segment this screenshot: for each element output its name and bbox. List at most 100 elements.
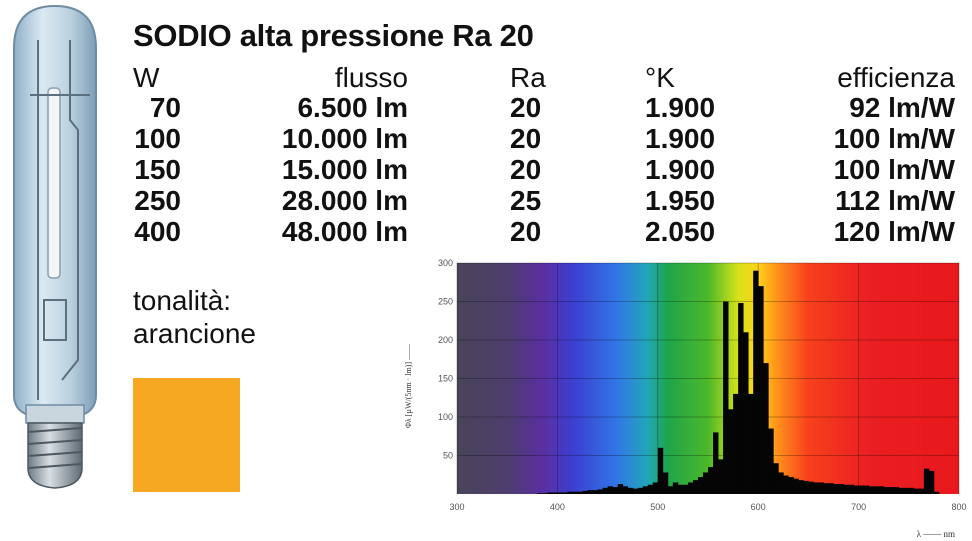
spectrum-bar [728, 409, 734, 494]
spectrum-bar [858, 485, 865, 494]
spectrum-bar [838, 483, 844, 494]
spectrum-bar [788, 477, 794, 494]
spectrum-bar [552, 492, 558, 494]
table-cell-watt: 400 [134, 216, 181, 247]
spectrum-bar [592, 490, 598, 494]
spectrum-bar [612, 487, 619, 494]
spectrum-bar [758, 286, 764, 494]
spectrum-bar [843, 484, 849, 494]
spectrum-bar [542, 493, 548, 494]
x-tick-label: 500 [650, 502, 665, 512]
table-cell-watt: 150 [134, 154, 181, 185]
table-cell-flux: 48.000 lm [281, 216, 408, 247]
spectrum-bar [768, 428, 774, 494]
spectrum-bar [672, 482, 679, 494]
header-watt: W [133, 62, 160, 93]
spectrum-bar [587, 490, 593, 494]
spectrum-bar [833, 483, 839, 494]
spectrum-bar [783, 475, 789, 494]
y-tick-label: 250 [438, 297, 453, 307]
spectrum-bar [823, 483, 829, 494]
spectrum-bar [773, 463, 779, 494]
spectrum-bar [808, 481, 814, 494]
spectrum-bar [687, 482, 694, 494]
spectrum-bar [572, 491, 578, 494]
table-cell-ra: 20 [510, 92, 542, 123]
tonality-value: arancione [133, 318, 256, 349]
spectrum-bar [848, 484, 854, 494]
table-cell-flux: 10.000 lm [281, 123, 408, 154]
x-tick-label: 300 [449, 502, 464, 512]
spectrum-bar [657, 447, 664, 494]
header-kelvin: °K [645, 62, 675, 93]
header-flux: flusso [334, 62, 408, 93]
x-tick-label: 600 [751, 502, 766, 512]
spectrum-bar [597, 489, 603, 494]
spectrum-bar [933, 491, 940, 494]
spectrum-bar [637, 487, 644, 494]
spectrum-bar [562, 492, 568, 494]
table-cell-kelvin: 1.950 [645, 185, 716, 216]
tonality-label: tonalità: [133, 285, 232, 316]
y-tick-label: 200 [438, 335, 453, 345]
spectrum-bar [567, 491, 573, 494]
spectrum-bar [743, 332, 749, 494]
spectrum-bar [753, 270, 759, 494]
table-cell-watt: 100 [134, 123, 181, 154]
spectrum-bar [577, 491, 583, 494]
chart-plot-area [457, 263, 959, 494]
table-cell-ra: 20 [510, 123, 542, 154]
table-cell-watt: 250 [134, 185, 181, 216]
spectrum-bar [557, 492, 563, 494]
y-tick-label: 100 [438, 412, 453, 422]
spectrum-bar [642, 486, 649, 494]
spectrum-bar [828, 483, 834, 494]
spectrum-bar [662, 472, 669, 494]
header-ra: Ra [510, 62, 546, 93]
spectrum-bar [718, 459, 724, 494]
page-title: SODIO alta pressione Ra 20 [133, 18, 534, 53]
spectrum-bar [888, 487, 895, 494]
spectrum-bar [622, 486, 629, 494]
spectrum-bar [923, 468, 930, 494]
spectrum-bar [853, 485, 859, 494]
spectrum-bar [582, 490, 588, 494]
spectrum-bar [547, 492, 553, 494]
spectrum-bar [908, 487, 915, 494]
table-cell-kelvin: 1.900 [645, 92, 716, 123]
spectrum-bar [602, 487, 608, 494]
tonality-block: tonalità: arancione [133, 284, 256, 350]
spectrum-bar [868, 486, 875, 494]
spectrum-bar [708, 467, 714, 494]
x-tick-label: 400 [550, 502, 565, 512]
spectrum-bar [713, 432, 719, 494]
spectrum-bar [632, 488, 639, 494]
spectrum-bar [748, 393, 754, 494]
header-efficiency: efficienza [837, 62, 955, 93]
spectrum-bar [883, 487, 890, 494]
table-cell-ra: 25 [510, 185, 542, 216]
table-cell-efficiency: 92 lm/W [849, 92, 955, 123]
spectrum-bar [677, 484, 684, 494]
spectrum-bar [537, 493, 543, 494]
spectrum-bar [692, 480, 699, 494]
table-cell-efficiency: 100 lm/W [833, 154, 955, 185]
spectrum-bar [903, 487, 910, 494]
color-swatch [133, 378, 240, 492]
table-cell-kelvin: 1.900 [645, 123, 716, 154]
spectrum-bar [918, 488, 925, 494]
spectrum-bar [723, 301, 729, 494]
spectrum-bar [702, 472, 709, 494]
spectrum-bar [818, 482, 824, 494]
spectrum-bar [878, 486, 885, 494]
y-axis-label: Φλ [µW/(5nm · lm)] —— [404, 343, 413, 428]
spectrum-bar [928, 470, 935, 494]
spectrum-bar [607, 486, 614, 494]
table-cell-efficiency: 100 lm/W [833, 123, 955, 154]
spectrum-bar [647, 484, 654, 494]
table-cell-watt: 70 [149, 92, 181, 123]
table-cell-efficiency: 112 lm/W [835, 185, 955, 216]
spectrum-bar [667, 486, 674, 494]
x-axis-label: λ —— nm [917, 529, 955, 539]
table-cell-ra: 20 [510, 154, 542, 185]
